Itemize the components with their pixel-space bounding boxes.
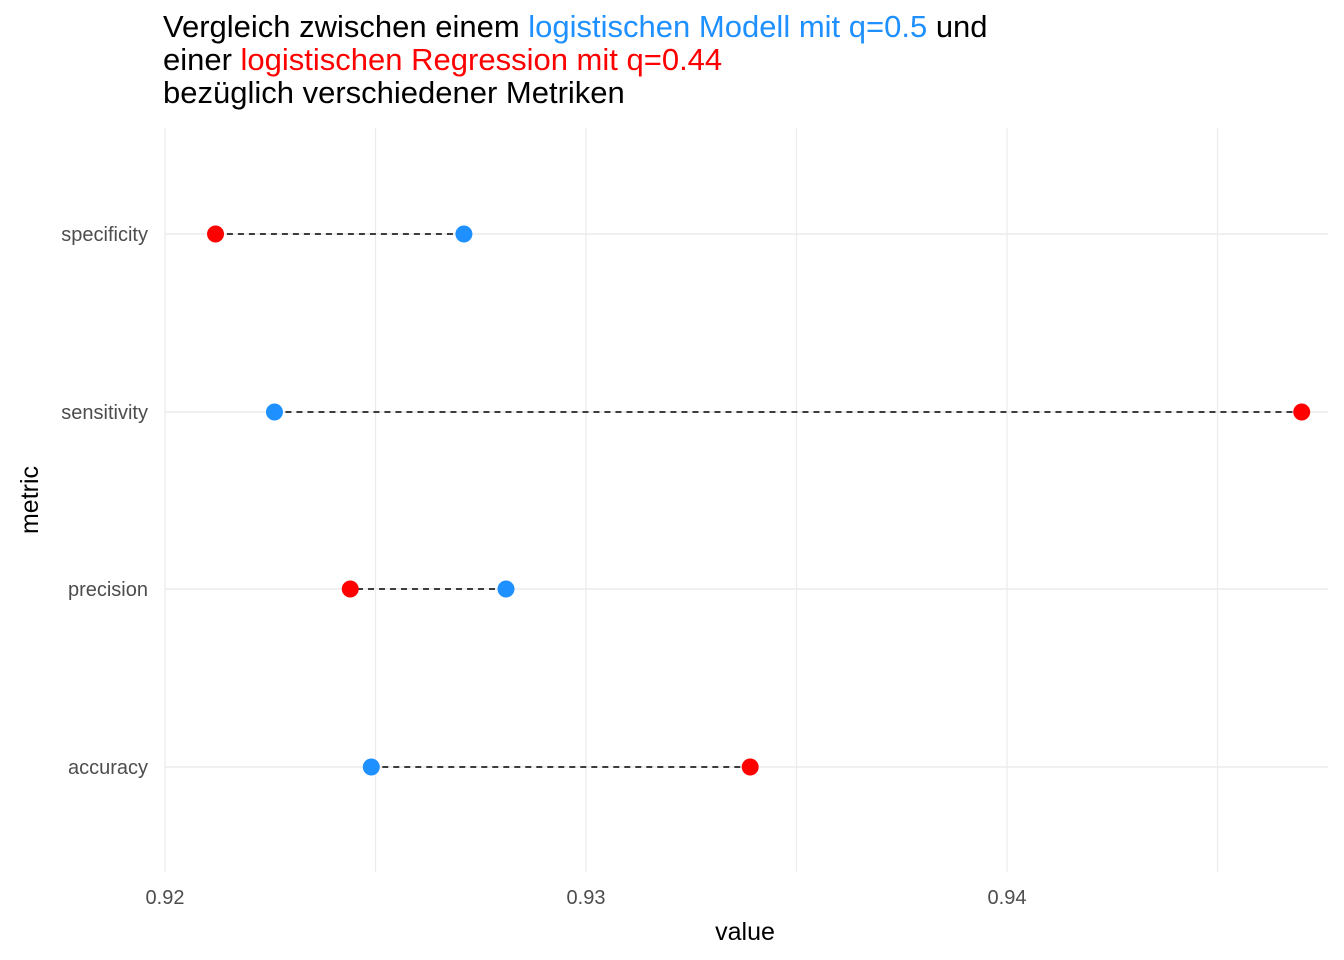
y-tick-labels: specificity sensitivity precision accuracy bbox=[61, 224, 148, 779]
title-series-b-label: logistischen Regression mit q=0.44 bbox=[240, 42, 723, 77]
y-tick-label: sensitivity bbox=[61, 402, 148, 424]
title-text: Vergleich zwischen einem bbox=[163, 9, 529, 44]
point-model-a-sensitivity bbox=[265, 403, 283, 421]
point-model-a-precision bbox=[497, 580, 515, 598]
chart-title: Vergleich zwischen einem logistischen Mo… bbox=[163, 10, 1323, 109]
x-tick-label: 0.92 bbox=[146, 887, 185, 909]
title-text: einer bbox=[163, 42, 241, 77]
y-tick-label: precision bbox=[68, 579, 148, 601]
point-model-a-specificity bbox=[455, 225, 473, 243]
title-line-1: Vergleich zwischen einem logistischen Mo… bbox=[163, 10, 1323, 43]
title-series-a-label: logistischen Modell mit q=0.5 bbox=[528, 9, 928, 44]
point-model-b-precision bbox=[341, 580, 359, 598]
y-tick-label: accuracy bbox=[68, 757, 148, 779]
point-model-a-accuracy bbox=[362, 758, 380, 776]
x-axis-title: value bbox=[715, 918, 775, 946]
point-model-b-specificity bbox=[207, 225, 225, 243]
connector-lines bbox=[215, 233, 1302, 768]
title-line-3: bezüglich verschiedener Metriken bbox=[163, 75, 625, 110]
data-points bbox=[207, 225, 1311, 776]
title-line-2: einer logistischen Regression mit q=0.44 bbox=[163, 43, 1323, 76]
x-tick-label: 0.94 bbox=[988, 887, 1027, 909]
point-model-b-accuracy bbox=[741, 758, 759, 776]
y-axis-title: metric bbox=[16, 466, 44, 534]
x-tick-labels: 0.92 0.93 0.94 bbox=[146, 887, 1027, 909]
title-text: und bbox=[927, 9, 988, 44]
y-tick-label: specificity bbox=[61, 224, 148, 246]
x-tick-label: 0.93 bbox=[567, 887, 606, 909]
point-model-b-sensitivity bbox=[1293, 403, 1311, 421]
